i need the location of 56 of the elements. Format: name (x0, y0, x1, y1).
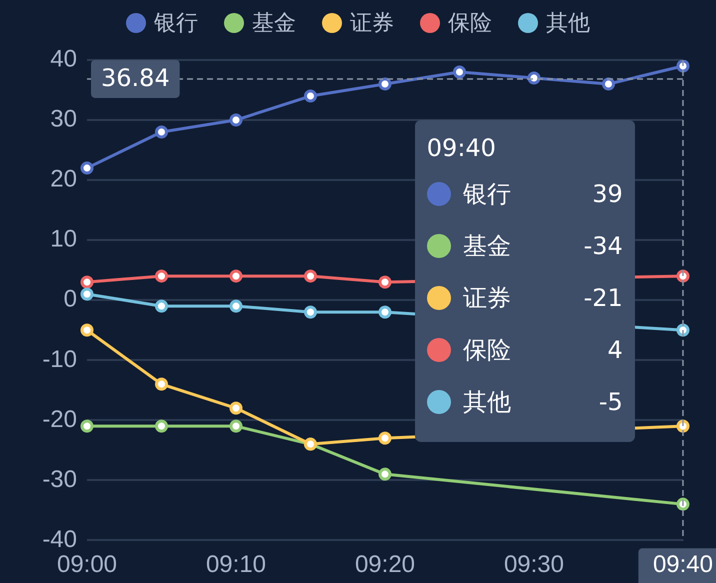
point (378, 276, 392, 289)
point (229, 402, 242, 415)
y-tick-label: -20 (42, 406, 77, 433)
point (80, 162, 94, 175)
annotation: -21 (584, 284, 623, 312)
point (229, 114, 242, 127)
y-tick-label: -10 (42, 346, 77, 373)
point (304, 306, 317, 319)
annotation: -5 (598, 388, 623, 416)
x-tick-label: 09:20 (354, 551, 416, 578)
y-tick-label: 20 (50, 166, 77, 193)
point (229, 420, 242, 433)
annotation: 09:40 (426, 134, 497, 162)
point (378, 432, 392, 445)
ref-line-label: 36.84 (101, 64, 170, 92)
text: 其他 (546, 11, 590, 36)
point (229, 300, 242, 313)
legend-label: 银行 (462, 179, 512, 210)
y-tick-label: 0 (64, 286, 77, 313)
legend-label: 证券 (462, 283, 512, 314)
y-tick-label: 30 (50, 106, 77, 133)
y-tick-label: -30 (42, 466, 77, 493)
point (154, 378, 168, 391)
point (154, 300, 168, 313)
point (378, 468, 392, 481)
point (602, 78, 615, 91)
annotation: 4 (608, 336, 623, 364)
text: 银行 (154, 11, 198, 36)
point (304, 270, 317, 283)
y-tick-label: 10 (50, 226, 77, 253)
point (378, 306, 392, 319)
text: 保险 (448, 11, 492, 36)
point (378, 78, 392, 91)
x-tick-label: 09:30 (504, 551, 564, 578)
point (229, 270, 242, 283)
annotation: -34 (584, 232, 623, 260)
point (80, 276, 94, 289)
x-tick-label: 09:40 (652, 551, 713, 578)
point (452, 66, 466, 79)
y-tick-label: -40 (42, 526, 77, 553)
x-tick-label: 09:00 (56, 551, 118, 578)
legend-label: 保险 (462, 335, 512, 366)
point (154, 270, 168, 283)
text: 基金 (252, 11, 296, 36)
x-tick-label: 09:10 (206, 551, 266, 578)
legend-label: 其他 (462, 387, 512, 418)
point (304, 90, 317, 103)
text: 证券 (350, 11, 394, 36)
point (80, 420, 94, 433)
legend-label: 基金 (462, 231, 512, 262)
point (80, 324, 94, 337)
y-tick-label: 40 (50, 46, 77, 73)
point (80, 288, 94, 301)
point (154, 420, 168, 433)
annotation: 39 (592, 180, 623, 208)
point (154, 126, 168, 139)
